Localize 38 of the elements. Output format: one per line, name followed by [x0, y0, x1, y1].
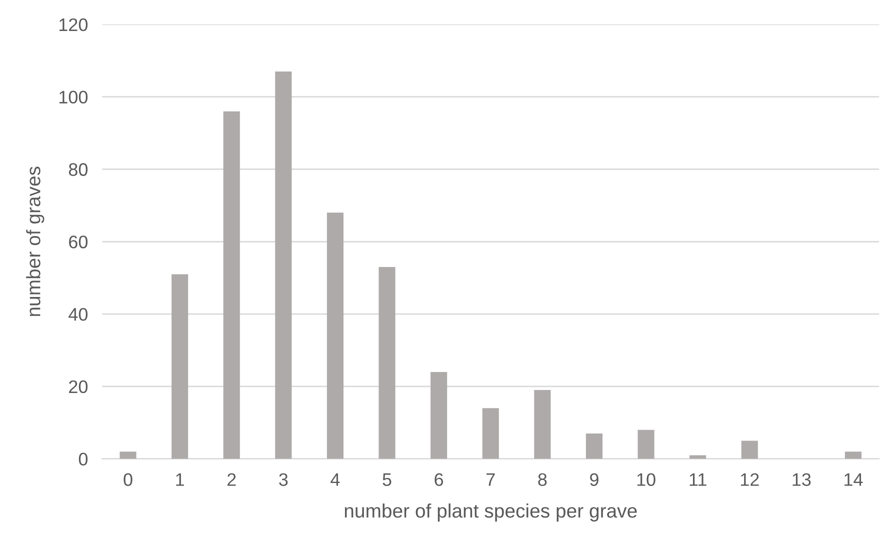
x-tick-label: 9: [590, 473, 598, 486]
x-tick-label: 1: [176, 473, 184, 486]
y-tick-label: 80: [68, 163, 88, 176]
bar: [638, 430, 654, 459]
y-tick-label: 40: [68, 308, 88, 321]
y-tick-label: 20: [69, 380, 88, 394]
x-axis-title: number of plant species per grave: [344, 503, 637, 522]
x-tick-label: 7: [486, 473, 495, 486]
x-tick-label: 11: [690, 473, 706, 486]
x-tick-label: 4: [330, 473, 340, 486]
y-tick-label: 120: [59, 18, 88, 32]
bar: [482, 408, 499, 459]
x-tick-label: 3: [279, 473, 288, 486]
bar: [223, 111, 240, 459]
y-tick-label: 60: [69, 236, 88, 248]
bar: [326, 212, 344, 459]
y-tick-label: 100: [59, 90, 88, 104]
bar: [172, 274, 188, 459]
x-tick-label: 2: [228, 473, 236, 486]
bar: [275, 71, 292, 459]
y-axis-title: number of graves: [26, 166, 44, 316]
x-tick-label: 10: [637, 473, 656, 486]
bar: [430, 372, 448, 459]
bar: [534, 390, 551, 459]
bar: [844, 452, 862, 459]
bar: [120, 452, 136, 459]
x-tick-label: 12: [740, 473, 759, 486]
x-tick-label: 8: [538, 473, 547, 486]
bar: [378, 266, 396, 459]
x-tick-label: 5: [382, 473, 392, 486]
bar: [741, 440, 758, 459]
x-tick-label: 0: [124, 473, 132, 486]
x-tick-label: 13: [792, 473, 811, 486]
x-tick-label: 6: [434, 473, 444, 486]
bar: [690, 455, 706, 459]
bar: [586, 433, 603, 459]
x-tick-label: 14: [844, 473, 863, 486]
y-tick-label: 0: [78, 452, 88, 466]
